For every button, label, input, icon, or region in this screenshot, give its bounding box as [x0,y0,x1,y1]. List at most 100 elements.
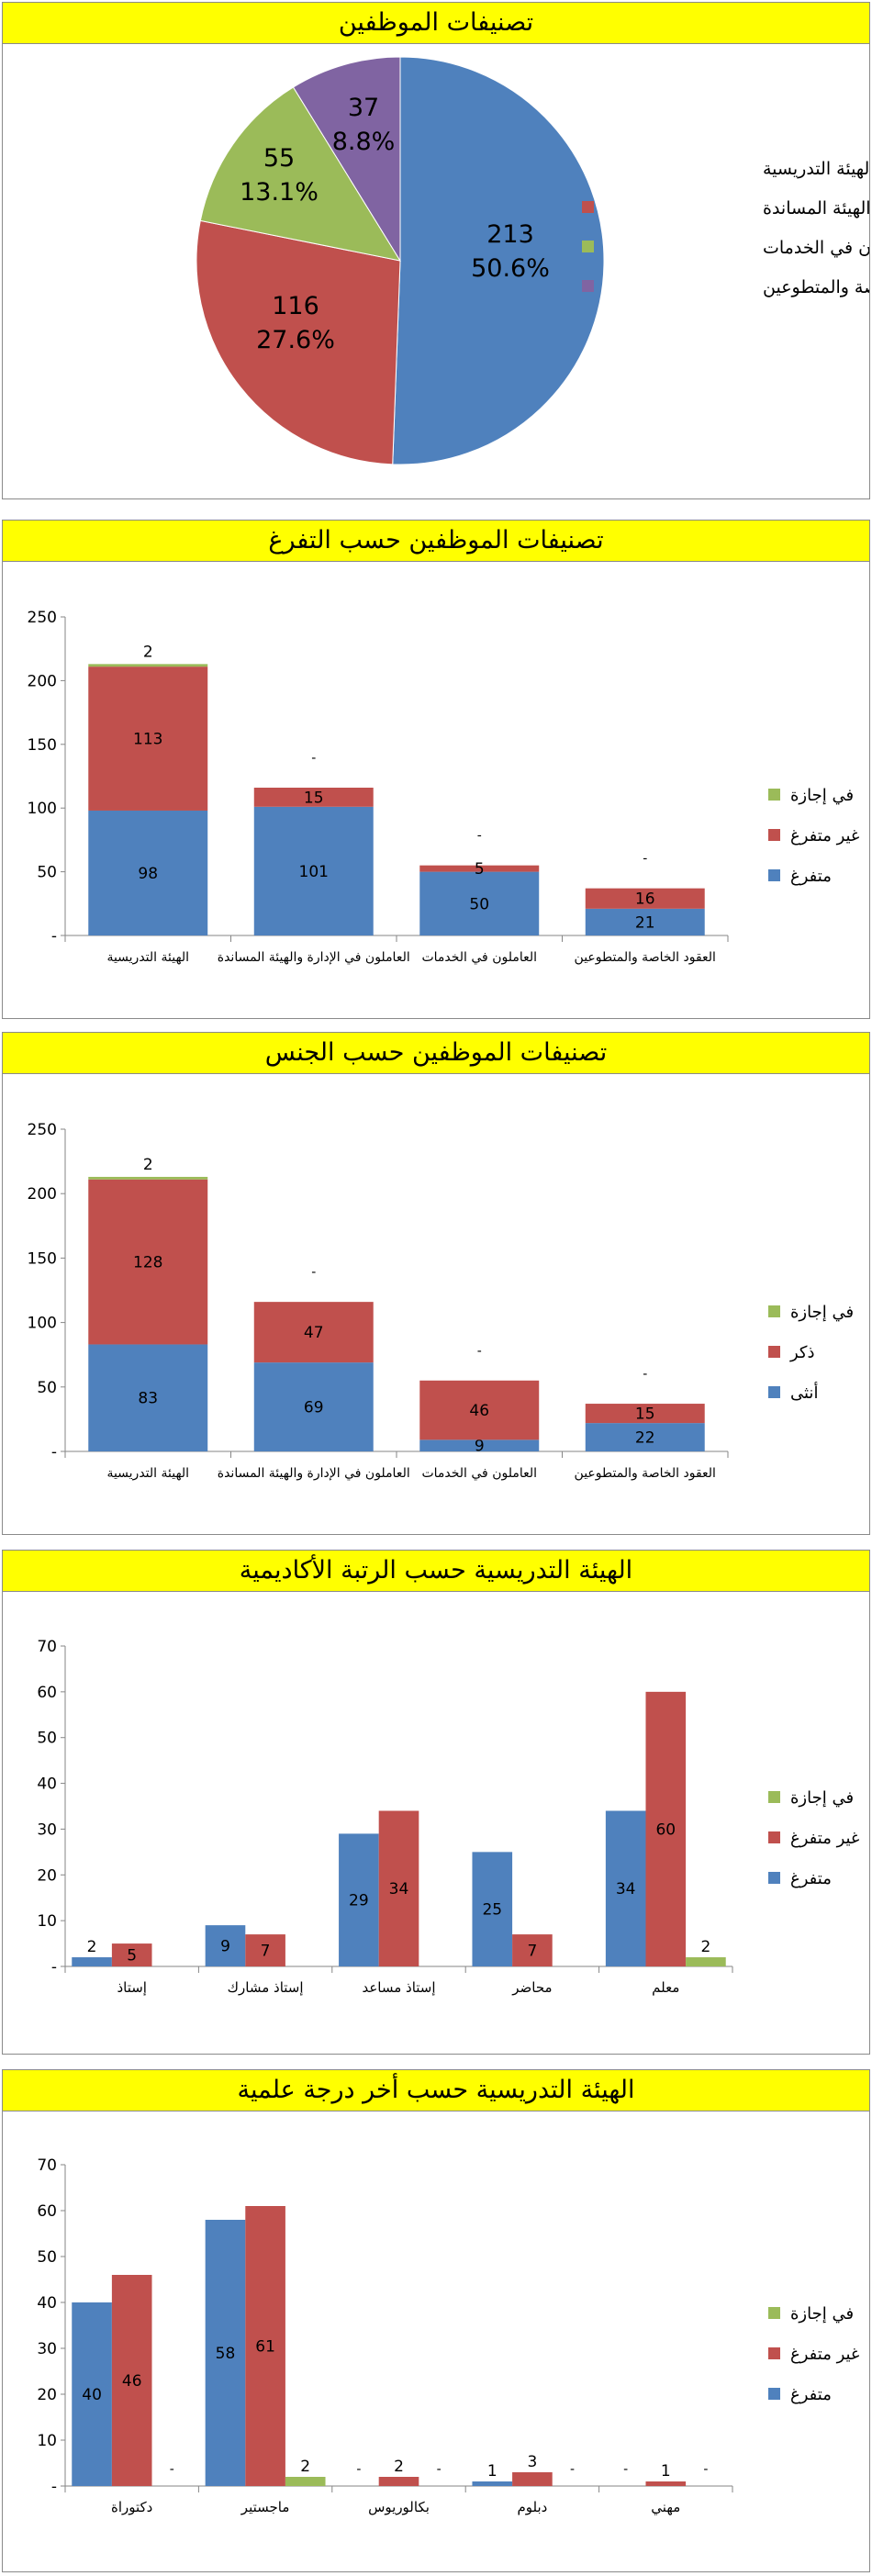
bar-segment [88,1344,208,1451]
bar-data-label: - [437,2462,442,2477]
x-category-label: العاملون في الخدمات [421,1466,537,1481]
legend-label: في إجازة [790,2304,854,2324]
panel-title: تصنيفات الموظفين [3,3,869,44]
bar-data-label: 69 [304,1399,324,1417]
bar-data-label: 2 [143,643,153,661]
legend-label: في إجازة [790,1303,854,1322]
bar-data-label: 101 [299,863,329,881]
bar-data-label: 98 [138,865,158,883]
bar [72,1957,112,1966]
legend-swatch [768,1872,780,1884]
bar-data-label: - [570,2462,575,2477]
legend-label: العاملون في الإدارة والهيئة المساندة [763,198,869,218]
y-tick-label: - [51,2478,57,2496]
y-tick-label: 30 [37,1820,57,1839]
bar-data-label: 25 [482,1901,502,1920]
bar-segment [88,810,208,935]
panel-faculty-by-rank: الهيئة التدريسية حسب الرتبة الأكاديمية -… [2,1550,870,2055]
bar-data-label: 2 [300,2458,310,2476]
bar-data-label: - [356,2462,361,2477]
legend-swatch [768,2388,780,2400]
pie-slice [292,56,401,263]
panel-categories-by-gender: تصنيفات الموظفين حسب الجنس - 50 100 150 200 2… [2,1032,870,1535]
bar-data-label: 2 [87,1938,97,1956]
legend-label: العقود الخاصة والمتطوعين [763,277,869,297]
bar-segment [419,871,540,935]
bar-data-label: 2 [394,2458,404,2476]
bar [645,1691,687,1966]
legend-label: ذكر [789,1343,815,1362]
legend-swatch [768,1386,780,1398]
y-tick-label: - [51,1958,57,1977]
bar-data-label: 15 [304,789,324,807]
legend-label: الهيئة التدريسية [763,159,869,179]
x-category-label: الهيئة التدريسية [106,950,189,965]
y-tick-label: 20 [37,1866,57,1885]
legend-label: في إجازة [790,786,854,805]
bar [285,2477,326,2486]
bar-data-label: 1 [487,2462,497,2481]
bar [72,2302,112,2486]
stacked-bar-chart-gender: - 50 100 150 200 250 الهيئة التدريسية العاملون … [28,1121,855,1481]
bar-data-label: 9 [475,1438,485,1456]
bar-segment [253,806,374,935]
legend-swatch [768,1346,780,1358]
legend-label: غير متفرغ [790,826,859,846]
bar-data-label: - [311,1265,316,1280]
bar-data-label: 22 [635,1429,655,1448]
bar-data-label: 15 [635,1406,655,1424]
legend-swatch [582,201,594,213]
bar-data-label: 2 [143,1156,153,1174]
y-tick-label: 70 [37,1638,57,1656]
bar [512,1934,553,1966]
bar-segment [419,1380,540,1440]
y-tick-label: 50 [37,864,57,882]
bar-segment [419,865,540,872]
legend-label: متفرغ [790,867,832,886]
bar-data-label: 46 [122,2372,142,2391]
bar-data-label: 34 [389,1880,409,1898]
bar-data-label: 46 [469,1402,489,1420]
legend-label: غير متفرغ [790,2345,859,2364]
panel-title: الهيئة التدريسية حسب أخر درجة علمية [3,2070,869,2111]
y-tick-label: 70 [37,2156,57,2175]
y-tick-label: 250 [28,1121,57,1139]
bar-data-label: - [170,2462,174,2477]
y-tick-label: 50 [37,1379,57,1397]
bar-segment [585,908,705,935]
bar [245,2206,285,2486]
bar-segment [585,1404,705,1424]
x-category-label: دبلوم [517,2499,547,2515]
pie-data-label-value: 55 [263,144,295,173]
pie-data-label-value: 213 [486,220,534,249]
y-tick-label: 20 [37,2386,57,2404]
y-tick-label: 200 [28,1185,57,1204]
pie-slice [392,56,605,465]
y-tick-label: 200 [28,672,57,690]
x-category-label: ماجستير [240,2499,290,2515]
y-tick-label: 100 [28,1315,57,1333]
legend-swatch [768,1791,780,1803]
bar-data-label: 47 [304,1324,324,1342]
x-category-label: العاملون في الإدارة والهيئة المساندة [218,950,410,965]
x-category-label: العقود الخاصة والمتطوعين [575,1466,716,1481]
grouped-bar-chart-degree: - 10 20 30 40 50 60 70 دكتوراة ماجستير بكالوريوس دب… [37,2156,859,2516]
bar-data-label: 7 [527,1943,537,1961]
bar-data-label: - [477,829,482,844]
pie-data-label-percent: 13.1% [240,178,319,207]
bar-data-label: - [311,751,316,766]
pie-data-label-percent: 27.6% [256,326,335,354]
bar-segment [88,664,208,667]
panel-faculty-by-degree: الهيئة التدريسية حسب أخر درجة علمية - 10 2… [2,2069,870,2572]
panel-title: تصنيفات الموظفين حسب التفرغ [3,521,869,562]
x-category-label: دكتوراة [111,2499,152,2515]
bar [472,1852,513,1966]
bar [245,1934,285,1966]
x-category-label: العاملون في الإدارة والهيئة المساندة [218,1466,410,1481]
bar-segment [88,666,208,811]
bar-segment [585,1423,705,1451]
bar-data-label: 16 [635,890,655,909]
y-tick-label: 60 [37,2202,57,2221]
legend-label: العاملون في الخدمات [763,238,869,258]
